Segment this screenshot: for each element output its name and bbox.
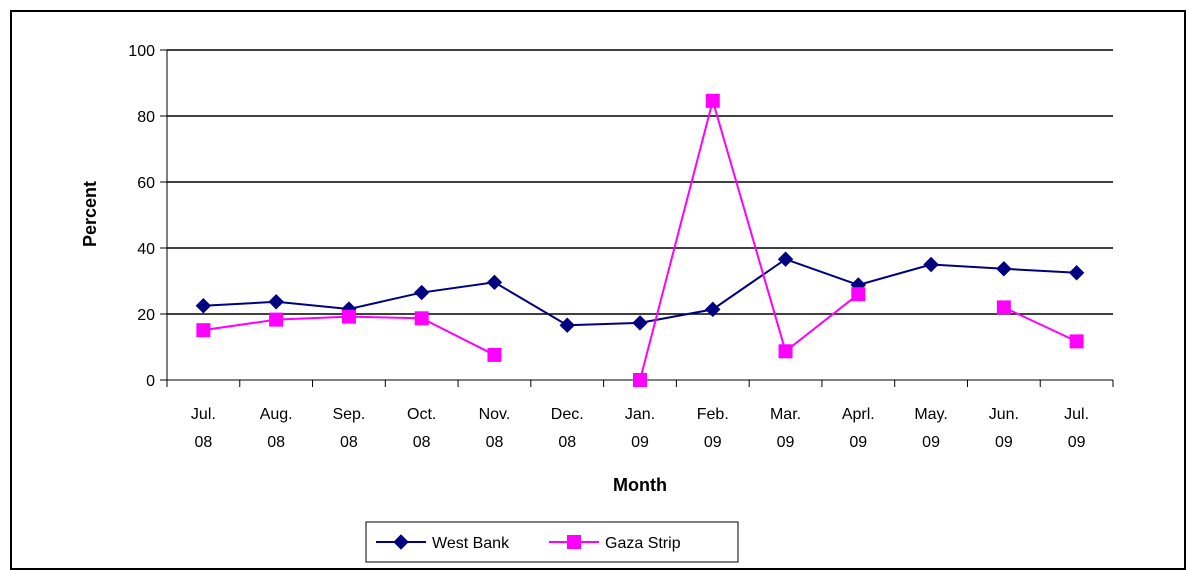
- data-point: [268, 294, 284, 310]
- y-tick-label: 40: [137, 241, 155, 258]
- y-tick-label: 60: [137, 175, 155, 192]
- x-tick-label-year: 08: [340, 434, 358, 451]
- data-point: [632, 315, 648, 331]
- data-point: [559, 317, 575, 333]
- data-point: [777, 251, 794, 267]
- data-point: [633, 373, 647, 387]
- x-tick-label-month: Jul.: [191, 406, 216, 423]
- data-point: [196, 323, 211, 338]
- x-tick-label-month: Aprl.: [842, 406, 875, 423]
- legend: West Bank Gaza Strip: [365, 521, 739, 563]
- data-point: [486, 274, 503, 291]
- x-tick-label-year: 08: [267, 434, 285, 451]
- x-tick-label-year: 08: [413, 434, 431, 451]
- tick-labels: 0 20 40 60 80 100 Jul. 08 Aug. 08 Sep. 08 Oct. 08 Nov.…: [128, 43, 1089, 451]
- x-tick-label-month: Jul.: [1064, 406, 1089, 423]
- x-tick-label-month: Oct.: [407, 406, 436, 423]
- series: [195, 93, 1085, 387]
- x-tick-label-year: 09: [631, 434, 649, 451]
- series-line: [1003, 306, 1078, 343]
- x-tick-label-month: Nov.: [479, 406, 511, 423]
- y-tick-label: 20: [137, 307, 155, 324]
- data-point: [1069, 334, 1084, 349]
- x-tick-label-year: 09: [995, 434, 1013, 451]
- data-point: [705, 301, 721, 318]
- series-line: [639, 97, 859, 381]
- data-point: [778, 344, 793, 359]
- x-tick-label-month: Jun.: [989, 406, 1019, 423]
- legend-label: Gaza Strip: [605, 535, 681, 552]
- legend-marker: [393, 534, 409, 550]
- x-tick-label-year: 08: [558, 434, 576, 451]
- x-tick-label-month: May.: [914, 406, 947, 423]
- data-point: [923, 256, 939, 273]
- data-point: [705, 93, 720, 108]
- x-tick-label-year: 09: [849, 434, 867, 451]
- data-point: [195, 298, 212, 314]
- x-tick-label-month: Feb.: [697, 406, 729, 423]
- grid-lines: [167, 49, 1113, 315]
- legend-marker: [567, 535, 581, 549]
- legend-entry: West Bank: [376, 534, 510, 552]
- data-point: [413, 284, 430, 301]
- y-axis-title: Percent: [80, 181, 100, 247]
- chart-frame: [10, 10, 1186, 570]
- x-tick-label-month: Jan.: [625, 406, 655, 423]
- data-point: [341, 309, 356, 324]
- x-tick-label-month: Sep.: [332, 406, 365, 423]
- x-tick-label-year: 09: [922, 434, 940, 451]
- data-point: [851, 287, 866, 302]
- x-tick-label-month: Dec.: [551, 406, 584, 423]
- series-gaza-strip: [196, 93, 1084, 387]
- x-axis-title: Month: [613, 475, 667, 495]
- data-point: [487, 347, 502, 362]
- data-point: [1068, 265, 1085, 281]
- x-tick-label-month: Aug.: [260, 406, 293, 423]
- x-tick-label-year: 09: [1068, 434, 1086, 451]
- legend-entry: Gaza Strip: [549, 535, 681, 552]
- series-west-bank: [195, 251, 1085, 333]
- x-tick-label-year: 09: [777, 434, 795, 451]
- data-point: [996, 300, 1011, 315]
- x-tick-label-year: 08: [486, 434, 504, 451]
- y-tick-label: 0: [146, 373, 155, 390]
- x-tick-label-month: Mar.: [770, 406, 801, 423]
- legend-label: West Bank: [432, 535, 510, 552]
- data-point: [414, 311, 429, 326]
- y-tick-label: 80: [137, 109, 155, 126]
- x-tick-label-year: 08: [194, 434, 212, 451]
- axes: [160, 49, 1114, 387]
- x-tick-label-year: 09: [704, 434, 722, 451]
- y-tick-label: 100: [128, 43, 155, 60]
- data-point: [269, 312, 284, 327]
- data-point: [996, 261, 1012, 277]
